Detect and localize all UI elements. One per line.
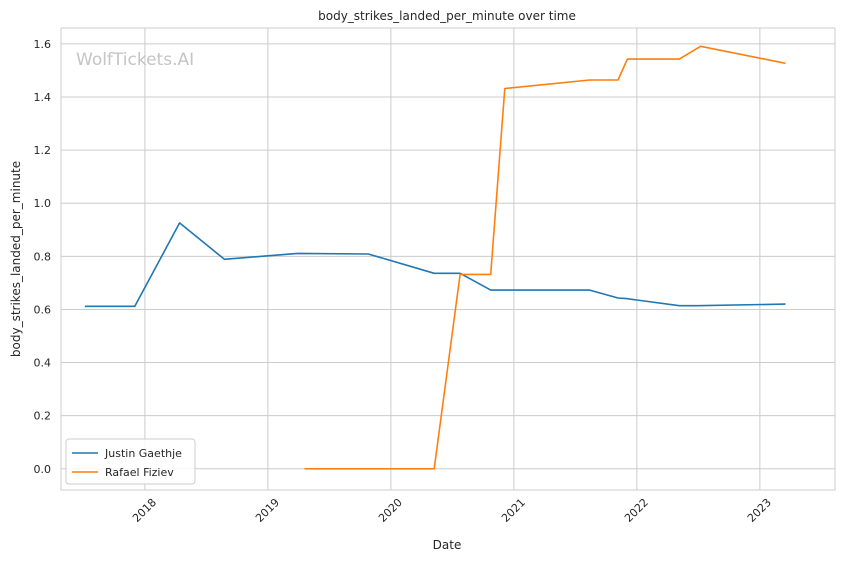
y-tick-label: 1.4 [34, 91, 52, 104]
y-tick-label: 0.2 [34, 410, 52, 423]
grid [61, 28, 835, 490]
legend-label-justin-gaethje: Justin Gaethje [104, 447, 182, 460]
y-axis-label: body_strikes_landed_per_minute [9, 161, 23, 357]
legend: Justin Gaethje Rafael Fiziev [65, 438, 196, 485]
x-tick-label: 2021 [499, 496, 528, 525]
x-tick-label: 2023 [745, 496, 774, 525]
series-lines [84, 45, 786, 470]
y-tick-label: 0.4 [34, 357, 52, 370]
x-tick-label: 2018 [130, 496, 159, 525]
y-axis-ticks: 0.0 0.2 0.4 0.6 0.8 1.0 1.2 1.4 1.6 [34, 38, 52, 476]
chart-title: body_strikes_landed_per_minute over time [318, 9, 576, 23]
series-line-justin-gaethje [84, 222, 786, 308]
y-tick-label: 0.0 [34, 463, 52, 476]
x-axis-label: Date [433, 538, 462, 552]
y-tick-label: 0.6 [34, 303, 52, 316]
legend-label-rafael-fiziev: Rafael Fiziev [105, 466, 174, 479]
series-line-rafael-fiziev [304, 45, 786, 470]
legend-box [65, 438, 196, 485]
y-tick-label: 0.8 [34, 250, 52, 263]
x-tick-label: 2019 [253, 496, 282, 525]
y-tick-label: 1.0 [34, 197, 52, 210]
watermark: WolfTickets.AI [76, 50, 194, 70]
plot-area [60, 27, 836, 491]
y-tick-label: 1.2 [34, 144, 52, 157]
x-tick-label: 2022 [622, 496, 651, 525]
x-tick-label: 2020 [376, 496, 405, 525]
y-tick-label: 1.6 [34, 38, 52, 51]
x-axis-ticks: 2018 2019 2020 2021 2022 2023 [130, 496, 774, 525]
